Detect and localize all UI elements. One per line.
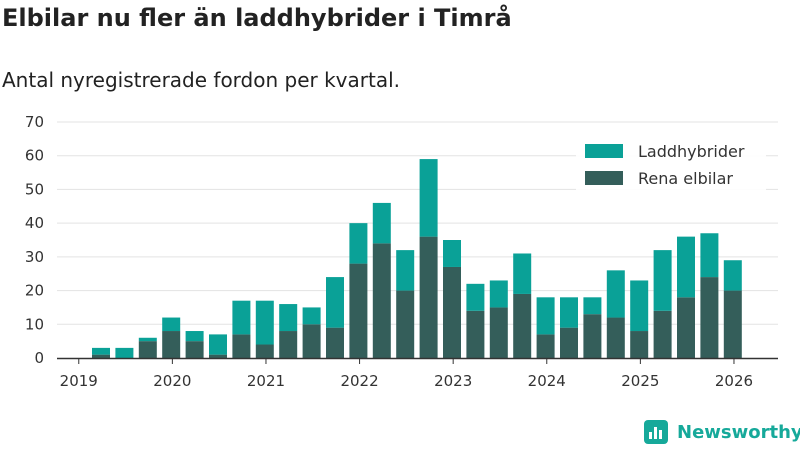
chart-title: Elbilar nu fler än laddhybrider i Timrå bbox=[2, 4, 512, 32]
bar-laddhybrider bbox=[326, 277, 344, 328]
bar-laddhybrider bbox=[349, 223, 368, 264]
bar-laddhybrider bbox=[302, 307, 321, 325]
bar-rena-elbilar bbox=[606, 317, 625, 358]
chart-subtitle: Antal nyregistrerade fordon per kvartal. bbox=[2, 68, 401, 92]
bar-laddhybrider bbox=[653, 250, 672, 311]
bar-rena-elbilar bbox=[232, 334, 251, 358]
bar-rena-elbilar bbox=[396, 290, 415, 358]
bar-rena-elbilar bbox=[630, 331, 649, 358]
bar-rena-elbilar bbox=[723, 290, 742, 358]
bar-rena-elbilar bbox=[536, 334, 555, 358]
bar-laddhybrider bbox=[396, 250, 415, 291]
bar-laddhybrider bbox=[255, 300, 274, 345]
bar-laddhybrider bbox=[92, 347, 110, 355]
y-tick-label: 10 bbox=[25, 315, 44, 333]
bar-rena-elbilar bbox=[466, 310, 485, 358]
bar-laddhybrider bbox=[372, 202, 391, 244]
bar-laddhybrider bbox=[583, 297, 602, 315]
bar-laddhybrider bbox=[536, 297, 555, 335]
bar-chart-logo-icon bbox=[644, 420, 668, 444]
bar-rena-elbilar bbox=[677, 297, 695, 358]
x-tick-label: 2019 bbox=[60, 372, 98, 390]
y-tick-label: 30 bbox=[25, 248, 44, 266]
bar-rena-elbilar bbox=[653, 310, 672, 358]
bar-rena-elbilar bbox=[138, 341, 157, 358]
bar-rena-elbilar bbox=[349, 263, 368, 358]
y-tick-label: 40 bbox=[25, 214, 44, 232]
bar-laddhybrider bbox=[138, 337, 157, 342]
bar-laddhybrider bbox=[560, 297, 578, 328]
bar-laddhybrider bbox=[115, 347, 134, 358]
bar-rena-elbilar bbox=[372, 243, 391, 358]
legend-label: Rena elbilar bbox=[638, 169, 733, 188]
x-tick-label: 2021 bbox=[247, 372, 285, 390]
brand-name: Newsworthy bbox=[677, 421, 800, 443]
y-tick-label: 60 bbox=[25, 147, 44, 165]
bar-laddhybrider bbox=[513, 253, 532, 294]
bar-rena-elbilar bbox=[326, 327, 344, 358]
x-tick-label: 2025 bbox=[621, 372, 659, 390]
x-tick-label: 2023 bbox=[434, 372, 472, 390]
bar-rena-elbilar bbox=[419, 236, 438, 358]
bar-rena-elbilar bbox=[583, 314, 602, 358]
bar-laddhybrider bbox=[489, 280, 508, 308]
y-tick-label: 20 bbox=[25, 282, 44, 300]
bar-rena-elbilar bbox=[209, 354, 227, 358]
bar-rena-elbilar bbox=[162, 331, 181, 358]
bar-laddhybrider bbox=[630, 280, 649, 332]
bar-laddhybrider bbox=[700, 233, 719, 278]
bar-rena-elbilar bbox=[560, 327, 578, 358]
bar-laddhybrider bbox=[185, 331, 204, 342]
bar-laddhybrider bbox=[279, 304, 298, 332]
bar-laddhybrider bbox=[606, 270, 625, 318]
bar-rena-elbilar bbox=[279, 331, 298, 358]
bar-rena-elbilar bbox=[700, 277, 719, 358]
legend-label: Laddhybrider bbox=[638, 142, 745, 161]
bar-rena-elbilar bbox=[92, 354, 110, 358]
bar-laddhybrider bbox=[466, 283, 485, 311]
x-tick-label: 2026 bbox=[715, 372, 753, 390]
bar-rena-elbilar bbox=[489, 307, 508, 358]
bar-laddhybrider bbox=[723, 260, 742, 291]
legend-swatch bbox=[585, 171, 623, 185]
bar-rena-elbilar bbox=[443, 266, 461, 358]
legend-swatch bbox=[585, 144, 623, 158]
x-tick-label: 2022 bbox=[340, 372, 378, 390]
bar-laddhybrider bbox=[162, 317, 181, 332]
bar-laddhybrider bbox=[443, 240, 461, 267]
bar-laddhybrider bbox=[677, 236, 695, 298]
bar-rena-elbilar bbox=[255, 344, 274, 358]
y-tick-label: 50 bbox=[25, 180, 44, 198]
y-tick-label: 70 bbox=[25, 113, 44, 131]
x-tick-label: 2024 bbox=[528, 372, 566, 390]
bar-rena-elbilar bbox=[302, 324, 321, 358]
y-tick-label: 0 bbox=[34, 349, 44, 367]
bar-rena-elbilar bbox=[513, 293, 532, 358]
newsworthy-brand: Newsworthy bbox=[644, 420, 800, 444]
bar-laddhybrider bbox=[232, 300, 251, 335]
bar-laddhybrider bbox=[419, 159, 438, 237]
x-tick-label: 2020 bbox=[153, 372, 191, 390]
bar-laddhybrider bbox=[209, 334, 227, 355]
bar-rena-elbilar bbox=[185, 341, 204, 358]
